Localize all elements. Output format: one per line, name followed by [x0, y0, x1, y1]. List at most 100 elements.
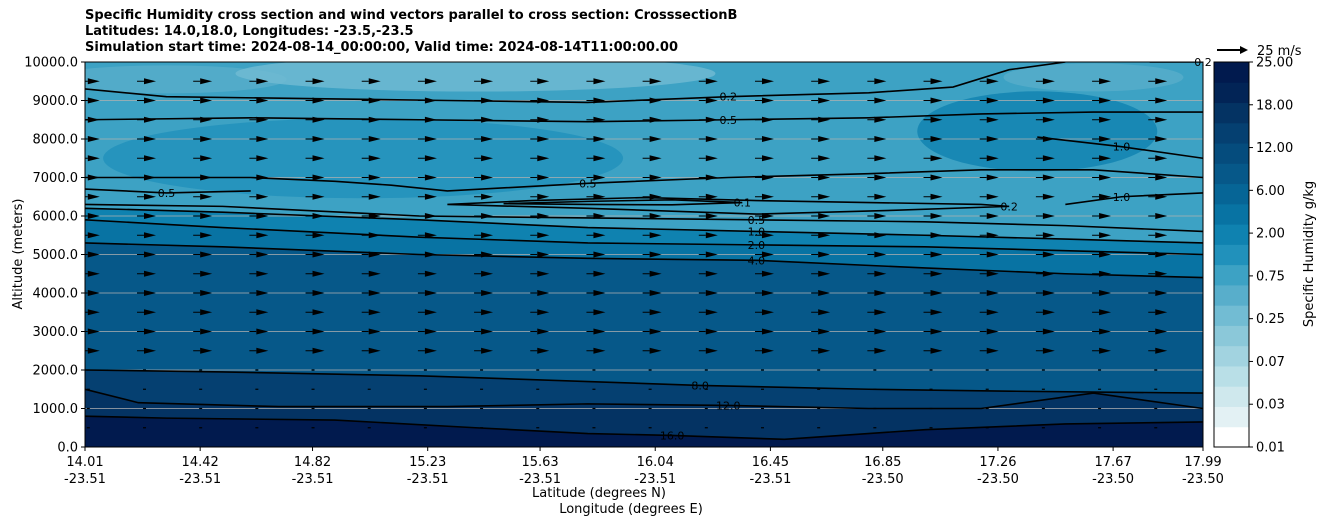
wind-arrow: [593, 251, 606, 258]
wind-arrow: [818, 213, 831, 219]
colorbar-tick-label-1: 0.03: [1256, 398, 1285, 413]
chart-title: Specific Humidity cross section and wind…: [85, 8, 737, 56]
wind-arrow: [986, 251, 999, 258]
wind-arrow: [1099, 136, 1112, 142]
wind-arrow: [761, 232, 774, 239]
contour-label-0: 16.0: [660, 429, 685, 442]
wind-arrow: [1155, 136, 1168, 142]
wind-arrow: [143, 97, 156, 104]
wind-arrow: [705, 155, 718, 162]
wind-arrow: [761, 270, 774, 277]
wind-arrow: [481, 174, 494, 181]
contour-labels: 16.012.08.04.02.01.00.50.20.10.50.51.01.…: [158, 56, 1212, 442]
humidity-fill: [85, 62, 1203, 447]
wind-arrow: [1155, 290, 1168, 296]
wind-arrow: [200, 232, 213, 239]
quiver-key: 25 m/s: [1217, 44, 1302, 59]
wind-arrow: [818, 136, 831, 142]
wind-arrow: [1042, 328, 1055, 335]
wind-arrow: [761, 193, 774, 200]
x-tick-lat-1: 14.42: [182, 455, 219, 470]
wind-arrow: [87, 347, 100, 354]
title-line-3: Simulation start time: 2024-08-14_00:00:…: [85, 40, 678, 55]
wind-arrow: [930, 174, 943, 181]
wind-arrow: [537, 78, 550, 85]
wind-arrow: [1155, 78, 1168, 85]
wind-arrow: [368, 174, 381, 181]
wind-arrow: [424, 328, 437, 335]
wind-arrow: [1099, 232, 1112, 239]
wind-arrow: [87, 270, 100, 277]
wind-arrow: [761, 290, 774, 296]
x-tick-lon-8: -23.50: [977, 472, 1019, 487]
y-tick-label-4: 4000.0: [33, 287, 79, 302]
wind-arrow: [649, 270, 662, 277]
wind-arrow: [87, 232, 100, 239]
wind-arrow: [200, 251, 213, 258]
wind-arrow: [481, 155, 494, 162]
y-tick-label-0: 0.0: [57, 441, 78, 456]
x-tick-lon-7: -23.50: [862, 472, 904, 487]
wind-arrow: [874, 290, 887, 296]
wind-arrow: [986, 155, 999, 162]
wind-arrow: [930, 328, 943, 335]
x-tick-lon-5: -23.51: [634, 472, 676, 487]
colorbar-band-18: [1214, 62, 1249, 83]
wind-arrow: [1099, 174, 1112, 181]
contour-label-11: 1.0: [1113, 141, 1131, 154]
x-tick-lon-9: -23.50: [1092, 472, 1134, 487]
wind-arrow: [481, 328, 494, 335]
wind-vectors: [85, 78, 1168, 429]
x-tick-lon-3: -23.51: [407, 472, 449, 487]
wind-arrow: [705, 213, 718, 219]
x-tick-lat-4: 15.63: [521, 455, 558, 470]
wind-arrow: [1155, 174, 1168, 181]
wind-arrow: [818, 174, 831, 181]
wind-arrow: [1155, 328, 1168, 335]
wind-arrow: [368, 309, 381, 316]
wind-arrow: [200, 270, 213, 277]
wind-arrow: [705, 347, 718, 354]
wind-arrow: [986, 290, 999, 296]
wind-arrow: [143, 251, 156, 258]
wind-arrow: [256, 155, 269, 162]
wind-arrow: [87, 328, 100, 335]
wind-arrow: [1155, 116, 1168, 123]
wind-arrow: [874, 328, 887, 335]
colorbar-band-10: [1214, 224, 1249, 245]
colorbar-band-12: [1214, 183, 1249, 205]
wind-arrow: [424, 78, 437, 85]
wind-arrow: [874, 251, 887, 258]
x-tick-lon-2: -23.51: [292, 472, 334, 487]
wind-arrow: [143, 347, 156, 354]
wind-arrow: [200, 136, 213, 142]
wind-arrow: [537, 174, 550, 181]
wind-arrow: [424, 309, 437, 316]
wind-arrow: [986, 78, 999, 85]
wind-arrow: [143, 213, 156, 219]
colorbar-band-5: [1214, 325, 1249, 347]
contour-label-8: 0.1: [734, 197, 752, 210]
wind-arrow: [649, 174, 662, 181]
wind-arrow: [256, 347, 269, 354]
wind-arrow: [761, 347, 774, 354]
wind-arrow: [1042, 290, 1055, 296]
wind-arrow: [256, 97, 269, 104]
wind-arrow: [593, 347, 606, 354]
wind-arrow: [761, 328, 774, 335]
contour-8.0: [85, 369, 1203, 394]
wind-arrow: [705, 290, 718, 296]
wind-arrow: [537, 251, 550, 258]
wind-arrow: [200, 347, 213, 354]
wind-arrow: [537, 347, 550, 354]
contour-1.0: [85, 207, 1203, 244]
wind-arrow: [986, 270, 999, 277]
wind-arrow: [143, 193, 156, 200]
wind-arrow: [705, 232, 718, 239]
wind-arrow: [256, 213, 269, 219]
colorbar-band-4: [1214, 345, 1249, 367]
wind-arrow: [874, 174, 887, 181]
wind-arrow: [424, 347, 437, 354]
contour-label-9: 0.5: [579, 177, 597, 190]
wind-arrow: [705, 97, 718, 104]
